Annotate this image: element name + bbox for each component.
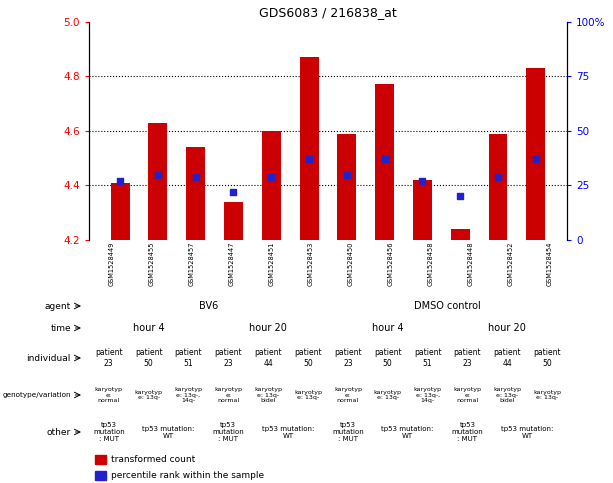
Bar	[148, 123, 167, 240]
Bar	[300, 57, 319, 240]
Text: tp53
mutation
: MUT: tp53 mutation : MUT	[332, 422, 364, 442]
Bar	[489, 134, 508, 240]
Bar	[337, 134, 356, 240]
Text: GSM1528457: GSM1528457	[189, 242, 194, 286]
Bar	[527, 68, 546, 240]
Text: karyotyp
e: 13q-,
14q-: karyotyp e: 13q-, 14q-	[414, 387, 441, 403]
Bar	[451, 229, 470, 240]
Bar	[110, 183, 129, 240]
Text: tp53 mutation:
WT: tp53 mutation: WT	[142, 426, 195, 439]
Text: BV6: BV6	[199, 301, 218, 311]
Text: GSM1528448: GSM1528448	[468, 242, 473, 286]
Text: karyotyp
e:
normal: karyotyp e: normal	[215, 387, 242, 403]
Text: karyotyp
e: 13q-: karyotyp e: 13q-	[374, 390, 402, 400]
Text: GSM1528454: GSM1528454	[547, 242, 553, 286]
Bar	[95, 455, 106, 464]
Text: DMSO control: DMSO control	[414, 301, 481, 311]
Text: tp53 mutation:
WT: tp53 mutation: WT	[501, 426, 554, 439]
Text: tp53
mutation
: MUT: tp53 mutation : MUT	[452, 422, 483, 442]
Text: patient
51: patient 51	[414, 348, 441, 368]
Point	[191, 173, 200, 181]
Text: hour 4: hour 4	[372, 323, 403, 333]
Point	[417, 177, 427, 185]
Point	[153, 170, 163, 178]
Text: tp53
mutation
: MUT: tp53 mutation : MUT	[213, 422, 244, 442]
Bar	[413, 180, 432, 240]
Text: hour 20: hour 20	[489, 323, 526, 333]
Bar	[262, 131, 281, 240]
Text: GSM1528449: GSM1528449	[109, 242, 115, 286]
Text: GSM1528453: GSM1528453	[308, 242, 314, 286]
Text: GSM1528458: GSM1528458	[428, 242, 433, 286]
Text: karyotyp
e: 13q-
bidel: karyotyp e: 13q- bidel	[254, 387, 282, 403]
Text: transformed count: transformed count	[110, 455, 195, 464]
Text: GSM1528450: GSM1528450	[348, 242, 354, 286]
Text: percentile rank within the sample: percentile rank within the sample	[110, 471, 264, 480]
Point	[531, 156, 541, 163]
Text: patient
23: patient 23	[334, 348, 362, 368]
Text: karyotyp
e:
normal: karyotyp e: normal	[334, 387, 362, 403]
Text: patient
44: patient 44	[493, 348, 521, 368]
Point	[304, 156, 314, 163]
Text: other: other	[47, 427, 71, 437]
Title: GDS6083 / 216838_at: GDS6083 / 216838_at	[259, 6, 397, 19]
Point	[455, 193, 465, 200]
Text: karyotyp
e: 13q-: karyotyp e: 13q-	[135, 390, 162, 400]
Point	[342, 170, 352, 178]
Bar	[375, 85, 394, 240]
Point	[229, 188, 238, 196]
Text: genotype/variation: genotype/variation	[2, 392, 71, 398]
Point	[115, 177, 125, 185]
Text: karyotyp
e:
normal: karyotyp e: normal	[95, 387, 123, 403]
Text: karyotyp
e: 13q-
bidel: karyotyp e: 13q- bidel	[493, 387, 521, 403]
Text: GSM1528455: GSM1528455	[149, 242, 154, 286]
Bar	[186, 147, 205, 240]
Text: tp53
mutation
: MUT: tp53 mutation : MUT	[93, 422, 124, 442]
Text: karyotyp
e: 13q-: karyotyp e: 13q-	[533, 390, 561, 400]
Text: patient
50: patient 50	[135, 348, 162, 368]
Point	[493, 173, 503, 181]
Text: tp53 mutation:
WT: tp53 mutation: WT	[381, 426, 434, 439]
Text: patient
23: patient 23	[215, 348, 242, 368]
Text: patient
44: patient 44	[254, 348, 282, 368]
Text: karyotyp
e: 13q-,
14q-: karyotyp e: 13q-, 14q-	[175, 387, 202, 403]
Text: patient
50: patient 50	[294, 348, 322, 368]
Text: GSM1528456: GSM1528456	[388, 242, 394, 286]
Text: karyotyp
e:
normal: karyotyp e: normal	[454, 387, 481, 403]
Text: patient
50: patient 50	[533, 348, 561, 368]
Bar	[95, 471, 106, 480]
Text: time: time	[50, 324, 71, 332]
Text: GSM1528452: GSM1528452	[508, 242, 513, 286]
Text: patient
23: patient 23	[454, 348, 481, 368]
Bar	[224, 202, 243, 240]
Text: agent: agent	[45, 301, 71, 311]
Text: patient
50: patient 50	[374, 348, 402, 368]
Point	[267, 173, 276, 181]
Text: hour 20: hour 20	[249, 323, 287, 333]
Text: karyotyp
e: 13q-: karyotyp e: 13q-	[294, 390, 322, 400]
Text: patient
23: patient 23	[95, 348, 123, 368]
Text: hour 4: hour 4	[133, 323, 164, 333]
Text: GSM1528447: GSM1528447	[228, 242, 234, 286]
Text: individual: individual	[26, 354, 71, 363]
Text: tp53 mutation:
WT: tp53 mutation: WT	[262, 426, 314, 439]
Text: patient
51: patient 51	[175, 348, 202, 368]
Point	[379, 156, 389, 163]
Text: GSM1528451: GSM1528451	[268, 242, 274, 286]
